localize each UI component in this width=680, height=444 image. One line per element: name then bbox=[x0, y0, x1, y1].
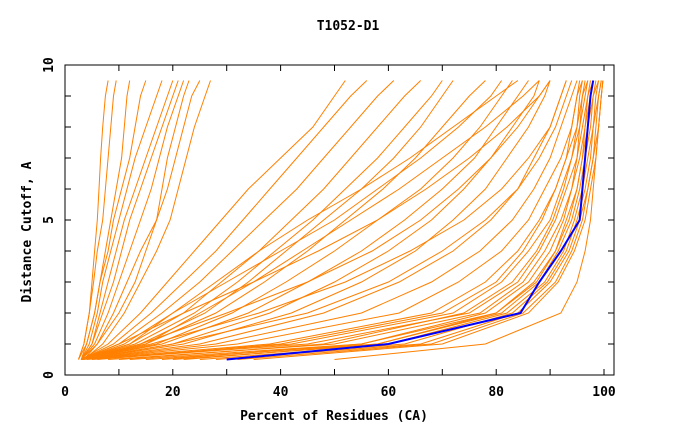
model-line-31 bbox=[145, 80, 600, 360]
y-axis-label: Distance Cutoff, A bbox=[20, 161, 35, 302]
model-line-6 bbox=[80, 80, 174, 360]
x-tick-label: 0 bbox=[61, 385, 69, 400]
x-tick-label: 20 bbox=[165, 385, 181, 400]
model-line-12 bbox=[80, 80, 346, 360]
model-line-46 bbox=[81, 80, 551, 360]
model-line-29 bbox=[108, 80, 594, 360]
model-line-47 bbox=[81, 80, 573, 360]
model-line-11 bbox=[80, 80, 190, 360]
model-line-33 bbox=[199, 80, 602, 360]
y-tick-label: 0 bbox=[42, 371, 57, 379]
axis-ticks: 0 20 40 60 80 100 0 5 10 bbox=[42, 57, 616, 400]
model-line-10 bbox=[83, 80, 211, 360]
model-line-32 bbox=[172, 80, 600, 360]
model-line-8 bbox=[80, 80, 185, 360]
model-line-21 bbox=[81, 80, 540, 360]
model-line-44 bbox=[81, 80, 551, 360]
model-line-38 bbox=[161, 80, 586, 360]
model-line-16 bbox=[81, 80, 443, 360]
model-line-27 bbox=[86, 80, 589, 360]
model-line-39 bbox=[118, 80, 583, 360]
model-line-18 bbox=[81, 80, 486, 360]
x-tick-label: 60 bbox=[381, 385, 397, 400]
y-tick-label: 5 bbox=[42, 216, 57, 224]
model-line-2 bbox=[78, 80, 117, 360]
model-line-15 bbox=[81, 80, 422, 360]
x-tick-label: 100 bbox=[592, 385, 616, 400]
highlight-line bbox=[226, 80, 595, 361]
model-line-45 bbox=[81, 80, 503, 360]
model-line-13 bbox=[80, 80, 368, 360]
model-line-43 bbox=[81, 80, 540, 360]
model-line-40 bbox=[97, 80, 581, 360]
x-axis-label: Percent of Residues (CA) bbox=[240, 409, 428, 424]
plot-lines bbox=[78, 80, 604, 361]
plot-frame bbox=[64, 64, 615, 376]
model-line-42 bbox=[81, 80, 519, 360]
model-line-5 bbox=[80, 80, 163, 360]
model-line-20 bbox=[81, 80, 529, 360]
chart-title: T1052-D1 bbox=[317, 19, 380, 34]
model-line-24 bbox=[81, 80, 578, 360]
model-line-3 bbox=[78, 80, 131, 360]
x-tick-label: 80 bbox=[488, 385, 504, 400]
model-line-14 bbox=[81, 80, 395, 360]
model-line-30 bbox=[129, 80, 597, 360]
model-line-17 bbox=[81, 80, 454, 360]
y-tick-label: 10 bbox=[42, 57, 57, 73]
model-line-37 bbox=[183, 80, 591, 360]
x-tick-label: 40 bbox=[273, 385, 289, 400]
model-line-22 bbox=[81, 80, 551, 360]
model-line-41 bbox=[334, 80, 604, 360]
model-line-26 bbox=[81, 80, 589, 360]
model-line-4 bbox=[80, 80, 147, 360]
model-line-7 bbox=[80, 80, 179, 360]
model-line-48 bbox=[81, 80, 567, 360]
